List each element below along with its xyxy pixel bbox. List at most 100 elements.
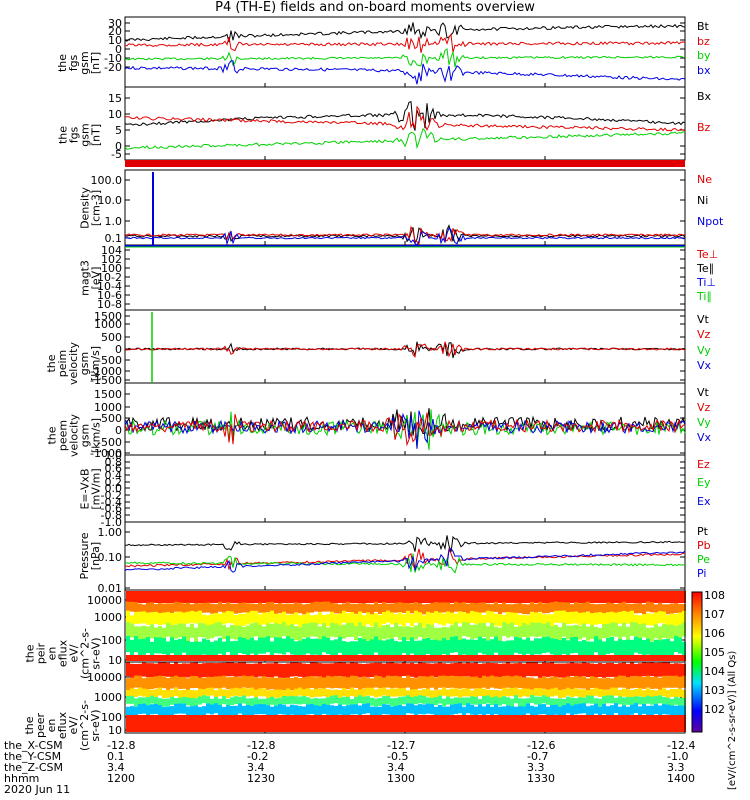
series-peem-Vt [124,407,686,442]
spectro-cell-peer [502,675,506,688]
spectro-cell-peer [366,715,370,723]
spectro-cell-peir [550,655,554,661]
spectro-cell-peir [154,604,158,615]
spectro-cell-peer [642,697,646,706]
spectro-cell-peir [430,639,434,656]
spectro-cell-peir [638,615,642,628]
spectro-cell-peer [498,676,502,689]
spectro-cell-peir [630,639,634,656]
spectro-cell-peir [658,602,662,613]
spectro-cell-peer [646,688,650,697]
spectro-cell-peir [658,626,662,641]
legend-peim-2: Vy [697,343,711,357]
spectro-cell-peer [346,696,350,705]
spectro-cell-peir [446,591,450,603]
spectro-cell-peer [454,703,458,714]
spectro-cell-peer [162,662,166,677]
spectro-cell-peer [458,703,462,714]
spectro-cell-peir [622,622,626,637]
spectro-cell-peir [550,625,554,640]
spectro-cell-peer [162,698,166,707]
spectro-cell-peir [146,637,150,654]
spectro-cell-peir [250,591,254,603]
spectro-cell-peer [558,698,562,707]
y-tick-label-fgs: -10 [104,52,122,65]
spectro-cell-peir [334,623,338,638]
spectro-cell-peer [614,703,618,714]
spectro-cell-peer [262,676,266,689]
spectro-cell-peer [526,677,530,690]
spectro-cell-peir [502,641,506,658]
spectro-cell-peer [414,696,418,705]
spectro-cell-peer [210,704,214,715]
spectro-cell-peer [266,677,270,690]
spectro-cell-peir [354,625,358,640]
spectro-cell-peer [214,696,218,705]
spectro-cell-peir [454,636,458,653]
spectro-cell-peer [318,715,322,723]
spectro-cell-peir [422,627,426,642]
spectro-cell-peer [558,678,562,691]
spectro-cell-peir [214,622,218,637]
spectro-cell-peir [618,655,622,661]
spectro-cell-peir [306,603,310,614]
spectro-cell-peer [594,703,598,714]
spectro-cell-peer [194,690,198,699]
spectro-cell-peer [594,676,598,689]
spectro-cell-peer [402,723,406,732]
spectro-cell-peer [238,677,242,690]
spectro-cell-peer [398,723,402,732]
spectro-cell-peir [330,591,334,603]
spectro-cell-peir [326,601,330,612]
spectro-cell-peir [570,611,574,624]
spectro-cell-peir [682,610,686,623]
spectro-cell-peir [390,638,394,655]
spectro-cell-peir [242,602,246,613]
spectro-cell-peer [614,676,618,689]
spectro-cell-peir [650,591,654,603]
spectro-cell-peir [190,623,194,638]
spectro-cell-peir [630,591,634,603]
spectro-cell-peer [286,677,290,690]
spectro-cell-peir [310,655,314,661]
spectro-cell-peer [682,697,686,706]
spectro-cell-peir [518,614,522,627]
spectro-cell-peer [466,688,470,697]
spectro-cell-peir [350,641,354,658]
spectro-cell-peir [362,591,366,603]
spectro-cell-peir [478,636,482,653]
spectro-cell-peer [214,663,218,678]
spectro-cell-peer [362,723,366,732]
spectro-cell-peir [622,601,626,612]
spectro-cell-peir [206,615,210,628]
spectro-cell-peer [470,663,474,678]
spectro-cell-peer [646,705,650,716]
spectro-cell-peer [162,723,166,732]
spectro-cell-peir [582,612,586,625]
spectro-cell-peir [170,612,174,625]
spectro-cell-peir [238,602,242,613]
spectro-cell-peer [642,723,646,732]
spectro-cell-peer [130,695,134,704]
spectro-cell-peir [478,612,482,625]
spectro-cell-peir [194,627,198,642]
spectro-cell-peir [418,622,422,637]
spectro-cell-peer [274,689,278,698]
spectro-cell-peer [522,715,526,723]
spectro-cell-peir [482,623,486,638]
spectro-cell-peir [410,614,414,627]
spectro-cell-peer [630,690,634,699]
spectro-cell-peir [678,655,682,661]
spectro-cell-peer [490,723,494,732]
spectro-cell-peir [666,604,670,615]
spectro-cell-peer [302,715,306,723]
spectro-cell-peir [278,591,282,603]
legend-fgs_ggm-0: Bx [697,90,712,103]
spectro-cell-peer [338,697,342,706]
spectro-cell-peer [654,696,658,705]
spectro-cell-peer [390,662,394,677]
spectro-cell-peir [662,604,666,615]
spectro-cell-peir [370,591,374,603]
spectro-cell-peer [634,696,638,705]
spectro-cell-peer [622,697,626,706]
